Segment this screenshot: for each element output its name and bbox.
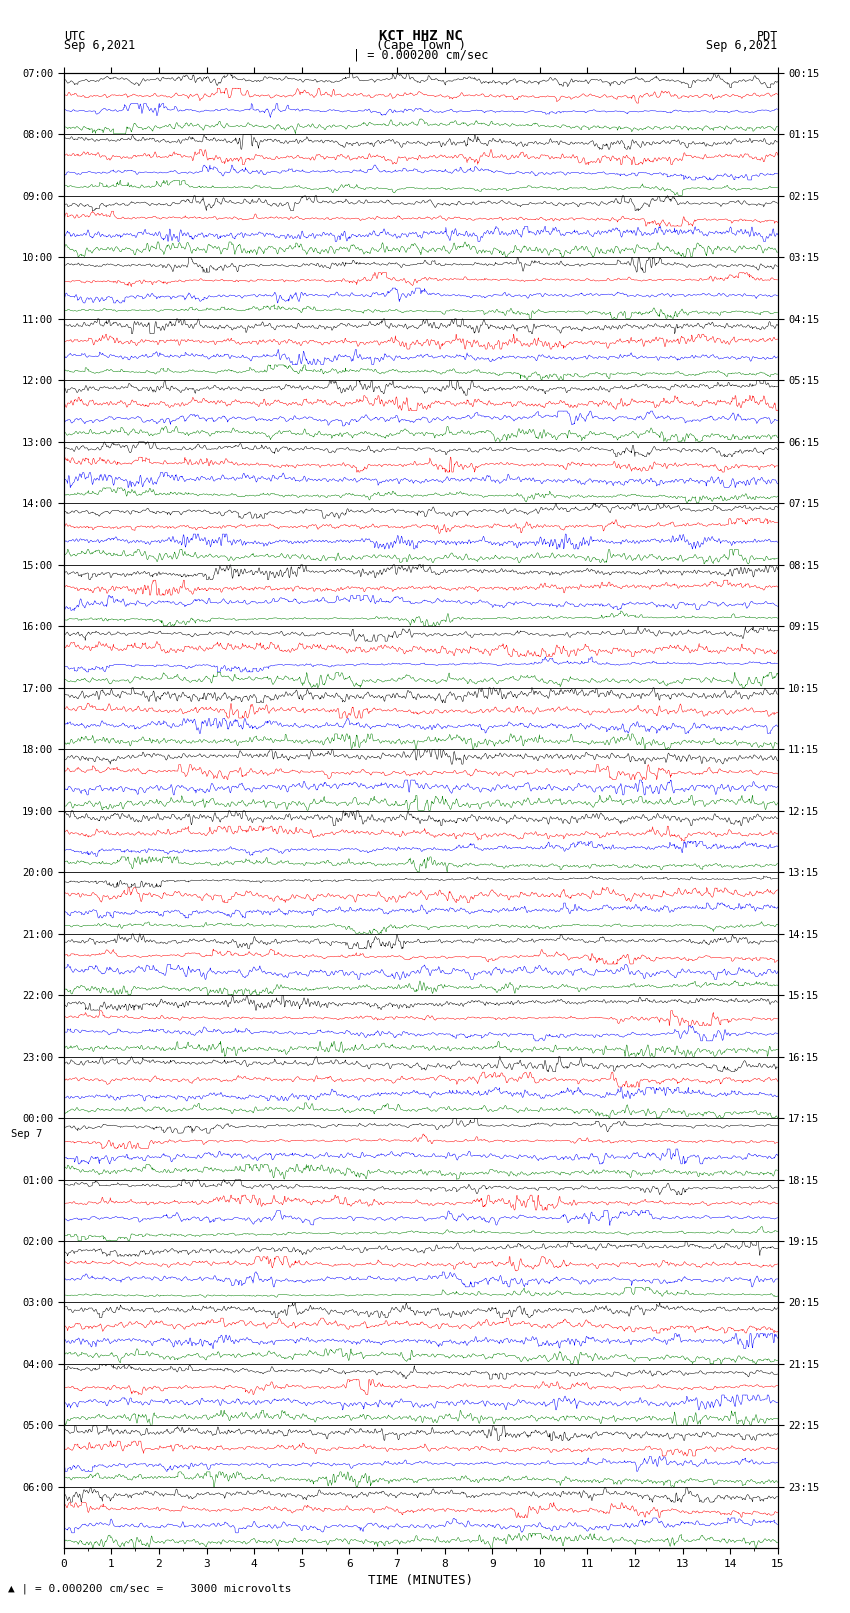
Text: KCT HHZ NC: KCT HHZ NC: [379, 29, 462, 44]
Text: ▲ | = 0.000200 cm/sec =    3000 microvolts: ▲ | = 0.000200 cm/sec = 3000 microvolts: [8, 1582, 292, 1594]
Text: UTC: UTC: [64, 29, 85, 44]
Text: Sep 6,2021: Sep 6,2021: [706, 39, 778, 52]
Text: (Cape Town ): (Cape Town ): [376, 39, 466, 52]
X-axis label: TIME (MINUTES): TIME (MINUTES): [368, 1574, 473, 1587]
Text: Sep 7: Sep 7: [11, 1129, 42, 1139]
Text: | = 0.000200 cm/sec: | = 0.000200 cm/sec: [353, 48, 489, 61]
Text: PDT: PDT: [756, 29, 778, 44]
Text: Sep 6,2021: Sep 6,2021: [64, 39, 135, 52]
